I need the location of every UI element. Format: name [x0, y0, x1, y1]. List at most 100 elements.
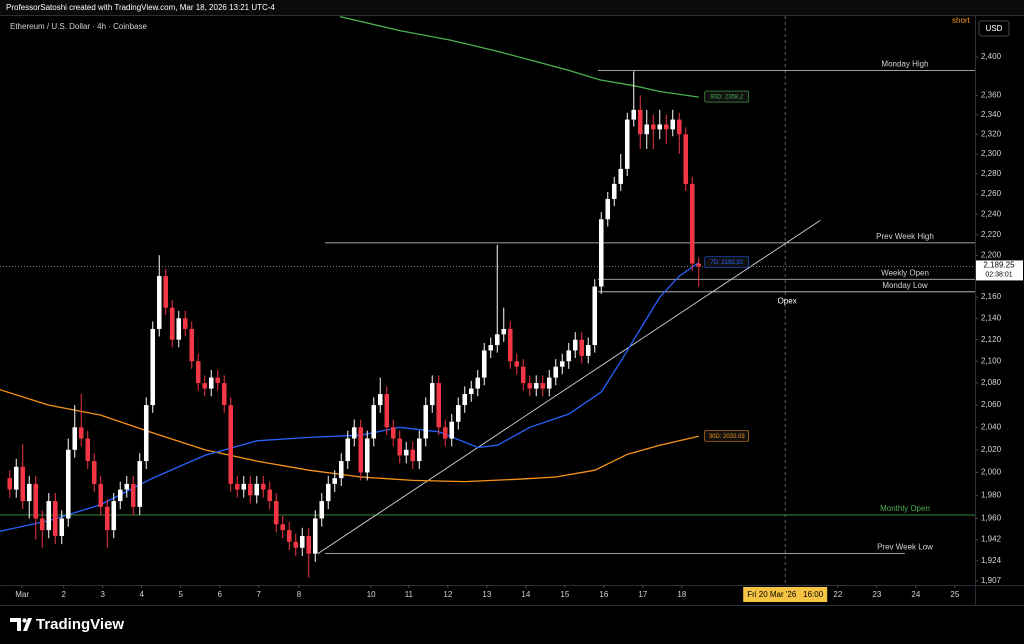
y-tick-label: 2,020 [981, 445, 1002, 454]
y-tick-label: 2,280 [981, 169, 1002, 178]
candle-body [481, 350, 487, 378]
candle-body [202, 383, 208, 389]
y-tick-label: 1,960 [981, 514, 1002, 523]
moving-average [0, 389, 699, 483]
moving-average [339, 16, 699, 98]
candle-body [7, 478, 13, 490]
y-tick-label: 2,260 [981, 189, 1002, 198]
candle-body [124, 483, 130, 490]
candle-body [143, 405, 149, 462]
x-tick-label: 14 [521, 590, 530, 599]
candle-body [65, 449, 71, 519]
x-tick-label: 10 [367, 590, 376, 599]
candle-body [46, 501, 52, 531]
candle-body [390, 427, 396, 439]
y-tick-label: 2,040 [981, 422, 1002, 431]
x-tick-label: 5 [178, 590, 183, 599]
candle-body [683, 134, 689, 184]
moving-average [0, 262, 700, 532]
x-tick-label: 23 [872, 590, 881, 599]
candle-body [371, 405, 377, 439]
candle-body [273, 501, 279, 525]
countdown: 02:38:01 [985, 271, 1012, 278]
candle-body [572, 339, 578, 351]
candle-body [676, 119, 682, 135]
candle-body [540, 383, 546, 389]
candle-body [163, 276, 169, 308]
candle-body [436, 383, 442, 428]
y-tick-label: 2,220 [981, 230, 1002, 239]
candle-body [618, 168, 624, 184]
plot: Monday High Prev Week High Weekly Open Mond… [0, 16, 975, 585]
y-tick-label: 1,907 [981, 576, 1002, 585]
last-price-box [976, 260, 1023, 281]
x-tick-label: 12 [443, 590, 452, 599]
y-tick-label: 2,360 [981, 90, 1002, 99]
candle-body [325, 483, 331, 502]
candle-body [579, 339, 585, 356]
badge: short [952, 16, 971, 25]
candle-body [247, 483, 253, 496]
candle-body [462, 394, 468, 406]
candle-body [423, 405, 429, 439]
candle-body [514, 361, 520, 367]
candle-body [644, 124, 650, 135]
candle-body [241, 483, 247, 490]
candle-body [169, 307, 175, 340]
candle-body [377, 394, 383, 406]
time-marker-date: Fri 20 Mar '26 [747, 590, 797, 599]
candle-body [501, 328, 507, 335]
candle-body [52, 501, 58, 536]
x-tick-label: 16 [599, 590, 608, 599]
candle-body [111, 501, 117, 531]
candle-body [696, 263, 702, 267]
candle-body [533, 383, 539, 389]
x-tick-label: 11 [405, 590, 414, 599]
level-label: Monthly Open [880, 504, 930, 513]
ma-tag-label: 90D: 2358.2 [710, 95, 743, 101]
candle-body [527, 383, 533, 389]
logo-mark [10, 618, 32, 631]
x-tick-label: 3 [100, 590, 105, 599]
x-tick-label: 7 [256, 590, 261, 599]
y-tick-label: 2,100 [981, 356, 1002, 365]
credit: ProfessorSatoshi created with TradingVie… [6, 3, 275, 12]
candle-body [475, 377, 481, 389]
candle-body [306, 535, 312, 554]
candle-body [442, 427, 448, 439]
y-tick-label: 2,200 [981, 250, 1002, 259]
candle-body [416, 438, 422, 462]
brand: TradingView [36, 616, 124, 633]
candle-body [689, 183, 695, 264]
y-tick-label: 1,980 [981, 490, 1002, 499]
candle-body [494, 334, 500, 346]
candle-body [39, 518, 45, 531]
candle-body [631, 109, 637, 120]
x-tick-label: 22 [833, 590, 842, 599]
currency-box[interactable] [978, 20, 1010, 37]
y-tick-label: 2,000 [981, 468, 1002, 477]
candle-body [345, 438, 351, 462]
candle-body [195, 361, 201, 384]
candle-body [624, 119, 630, 169]
candle-body [299, 535, 305, 548]
candle-body [215, 377, 221, 384]
candle-body [650, 124, 656, 130]
x-tick-label: 8 [297, 590, 302, 599]
candle-body [598, 219, 604, 287]
currency[interactable]: USD [986, 24, 1003, 33]
candle-body [72, 427, 78, 450]
ma-tag [704, 429, 750, 442]
x-tick-label: 15 [560, 590, 569, 599]
x-tick-label: 6 [217, 590, 222, 599]
credit-bar [0, 0, 1024, 15]
time-marker-box [743, 587, 828, 602]
candle-body [507, 328, 513, 362]
candle-body [332, 478, 338, 484]
candle-body [592, 286, 598, 346]
candle-body [611, 183, 617, 200]
y-tick-label: 1,924 [981, 556, 1002, 565]
candle-body [150, 328, 156, 406]
